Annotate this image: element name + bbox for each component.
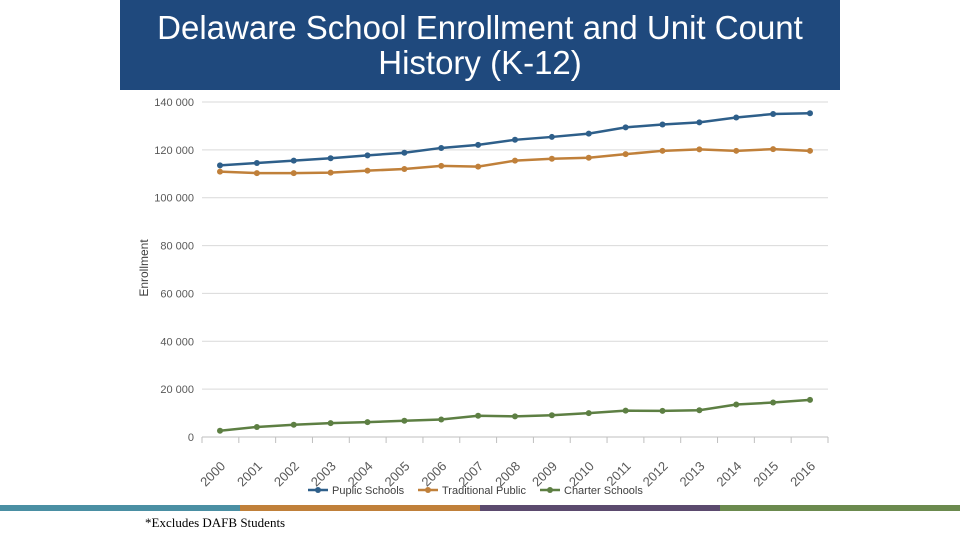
data-point [622, 151, 629, 158]
data-point [327, 169, 334, 176]
y-axis-label: Enrollment [137, 239, 151, 297]
legend-marker [315, 487, 321, 493]
data-point [548, 133, 555, 140]
data-point [770, 146, 777, 153]
legend-label: Charter Schools [564, 485, 643, 497]
data-point [364, 167, 371, 174]
data-point [475, 163, 482, 170]
x-tick-label: 2000 [197, 458, 228, 489]
data-point [548, 412, 555, 419]
x-tick-label: 2002 [271, 458, 302, 489]
data-point [585, 154, 592, 161]
data-point [438, 162, 445, 169]
title-bar: Delaware School Enrollment and Unit Coun… [120, 0, 840, 90]
x-tick-label: 2001 [234, 458, 265, 489]
legend-marker [425, 487, 431, 493]
data-point [438, 416, 445, 423]
legend-label: Puplic Schools [332, 485, 405, 497]
enrollment-chart: 0 20 000 40 000 60 000 80 000 100 000 120 000 1… [137, 97, 829, 497]
data-point [401, 149, 408, 156]
data-point [696, 119, 703, 126]
data-point [401, 166, 408, 172]
data-point [253, 160, 260, 167]
data-point [622, 124, 629, 131]
data-point [585, 130, 592, 137]
data-point [696, 146, 703, 153]
bottom-bar-segment-4 [720, 505, 960, 511]
x-tick-label: 2013 [676, 458, 707, 489]
legend-marker [547, 487, 553, 493]
data-point [217, 427, 223, 434]
data-point [512, 413, 518, 420]
y-tick-label: 20 000 [160, 384, 194, 396]
data-point [327, 155, 334, 162]
data-point [475, 141, 482, 148]
data-point [733, 401, 740, 408]
data-point [807, 110, 813, 117]
data-point [438, 144, 445, 151]
legend-label: Traditional Public [442, 485, 526, 497]
y-tick-label: 100 000 [154, 193, 194, 205]
data-point [475, 412, 482, 419]
bottom-bar-segment-1 [0, 505, 240, 511]
data-point [290, 421, 297, 428]
data-point [585, 410, 592, 417]
x-tick-label: 2014 [713, 458, 744, 489]
y-tick-label: 80 000 [160, 241, 194, 253]
x-tick-label: 2012 [640, 458, 671, 489]
y-tick-label: 40 000 [160, 336, 194, 348]
data-point [290, 157, 297, 164]
slide-title: Delaware School Enrollment and Unit Coun… [157, 9, 803, 81]
data-point [770, 399, 777, 406]
data-point [364, 152, 371, 159]
data-point [253, 423, 260, 430]
footnote: *Excludes DAFB Students [145, 515, 286, 530]
bottom-bar-segment-2 [240, 505, 480, 511]
x-tick-label: 2015 [750, 458, 781, 489]
data-point [217, 168, 223, 175]
x-tick-label: 2016 [787, 458, 818, 489]
bottom-color-bar [0, 505, 960, 511]
data-point [512, 136, 518, 143]
data-point [401, 417, 408, 424]
data-point [659, 147, 666, 154]
data-point [770, 110, 777, 117]
data-point [696, 407, 703, 414]
data-point [807, 147, 813, 154]
data-point [290, 170, 297, 177]
x-tick-label: 2009 [529, 458, 560, 489]
data-point [364, 419, 371, 426]
data-point [659, 407, 666, 414]
data-point [622, 407, 629, 414]
data-point [733, 114, 740, 121]
data-point [807, 396, 813, 403]
data-point [217, 162, 223, 169]
data-point [733, 147, 740, 154]
y-tick-label: 120 000 [154, 145, 194, 157]
data-point [253, 170, 260, 177]
data-point [512, 157, 518, 164]
data-point [659, 121, 666, 128]
data-point [548, 155, 555, 162]
y-tick-label: 60 000 [160, 288, 194, 300]
data-point [327, 420, 334, 427]
y-tick-label: 140 000 [154, 97, 194, 109]
bottom-bar-segment-3 [480, 505, 720, 511]
y-tick-label: 0 [188, 432, 194, 444]
